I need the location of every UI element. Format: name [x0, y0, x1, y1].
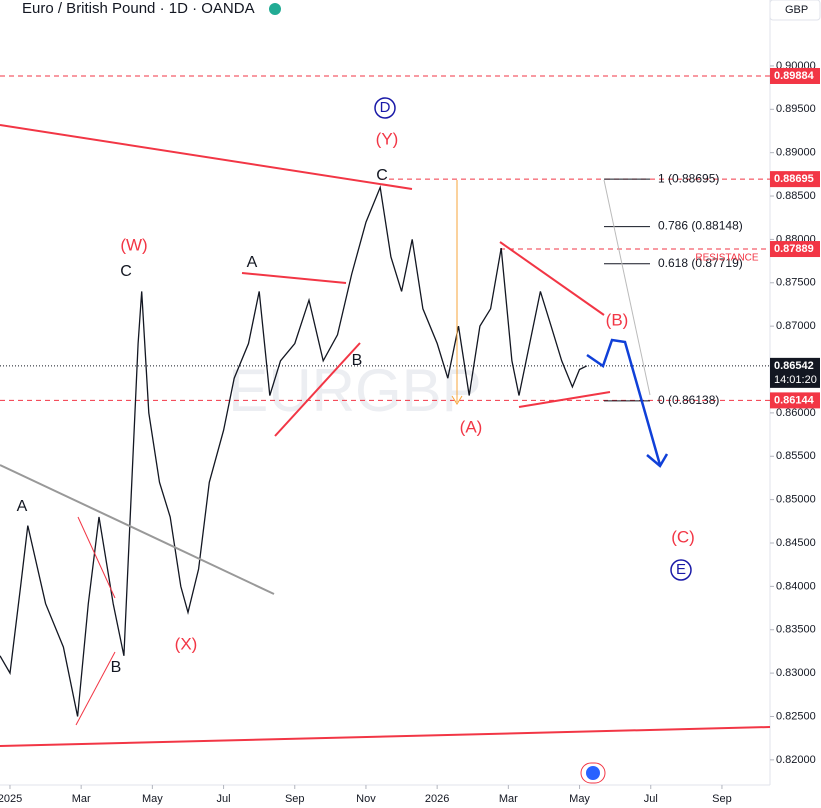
projection-arrow — [646, 453, 669, 468]
wave-label: RESISTANCE — [695, 253, 758, 264]
x-tick-label: May — [569, 793, 590, 805]
y-tick-label: 0.82000 — [776, 754, 816, 766]
wave-label: (C) — [671, 527, 695, 546]
x-tick-label: May — [142, 793, 163, 805]
trend-line — [0, 726, 771, 747]
y-tick-label: 0.86000 — [776, 407, 816, 419]
countdown: 14:01:20 — [774, 374, 817, 386]
price-label-bg — [770, 67, 820, 84]
wave-label: (A) — [460, 417, 483, 436]
price-label-bg — [770, 357, 820, 388]
price-label-bg — [770, 392, 820, 409]
x-tick-label: Sep — [712, 793, 732, 805]
y-tick-label: 0.89000 — [776, 147, 816, 159]
fib-label: 0 (0.86138) — [658, 393, 719, 407]
wave-label: B — [111, 659, 122, 676]
wave-label: C — [120, 263, 132, 280]
trend-line — [499, 241, 605, 316]
wave-label: E — [676, 561, 686, 578]
events-icon-dot — [586, 766, 600, 780]
trend-line — [0, 124, 413, 190]
drawings — [0, 124, 771, 747]
wave-label: (B) — [606, 310, 629, 329]
x-tick-label: Nov — [356, 793, 376, 805]
y-tick-label: 0.84500 — [776, 537, 816, 549]
trend-line — [241, 272, 347, 284]
y-tick-label: 0.87000 — [776, 320, 816, 332]
header-bg — [0, 0, 290, 20]
price-label: 0.88695 — [774, 173, 814, 185]
currency: GBP — [785, 4, 808, 16]
x-tick-label: Mar — [499, 793, 518, 805]
y-tick-label: 0.84000 — [776, 580, 816, 592]
price-label: 0.86144 — [774, 394, 815, 406]
trend-line — [75, 651, 116, 726]
projection-path — [586, 338, 662, 466]
watermark: EURGBP — [228, 357, 481, 424]
price-label: 0.87889 — [774, 243, 814, 255]
measure-arrow-head — [451, 395, 463, 405]
wave-label: A — [17, 498, 28, 515]
y-tick-label: 0.83500 — [776, 624, 816, 636]
y-tick-label: 0.85500 — [776, 450, 816, 462]
currency-box[interactable] — [769, 0, 821, 21]
wave-label: C — [376, 167, 388, 184]
trend-line — [274, 342, 361, 437]
y-tick-label: 0.83000 — [776, 667, 816, 679]
wave-circle — [374, 97, 396, 119]
wave-label: D — [380, 99, 391, 116]
fib-label: 1 (0.88695) — [658, 171, 719, 185]
trend-line — [0, 464, 275, 595]
wave-label: (W) — [120, 235, 147, 254]
wave-circle — [670, 559, 692, 581]
price-label-bg — [770, 241, 820, 258]
y-tick-label: 0.87500 — [776, 277, 816, 289]
wave-label: (X) — [175, 634, 198, 653]
price-label: 0.89884 — [774, 70, 815, 82]
fib-label: 0.786 (0.88148) — [658, 219, 743, 233]
y-tick-label: 0.82500 — [776, 710, 816, 722]
trend-line — [77, 516, 116, 599]
wave-label: (Y) — [376, 129, 399, 148]
x-tick-label: Jul — [644, 793, 658, 805]
x-tick-label: Sep — [285, 793, 305, 805]
fib-label: 0.618 (0.87719) — [658, 256, 743, 270]
y-tick-label: 0.89500 — [776, 103, 816, 115]
wave-label: A — [247, 254, 258, 271]
x-tick-label: Mar — [72, 793, 91, 805]
price-label: 0.86542 — [774, 360, 814, 372]
symbol-title: Euro / British Pound · 1D · OANDA — [22, 0, 255, 17]
price-label-bg — [770, 171, 820, 188]
y-tick-label: 0.85000 — [776, 494, 816, 506]
market-status — [269, 3, 281, 15]
fib-line — [603, 179, 651, 396]
wave-label: B — [352, 352, 363, 369]
x-tick-label: 2025 — [0, 793, 22, 805]
trend-line — [518, 391, 611, 408]
x-tick-label: Jul — [217, 793, 231, 805]
y-tick-label: 0.88500 — [776, 190, 816, 202]
x-tick-label: 2026 — [425, 793, 449, 805]
